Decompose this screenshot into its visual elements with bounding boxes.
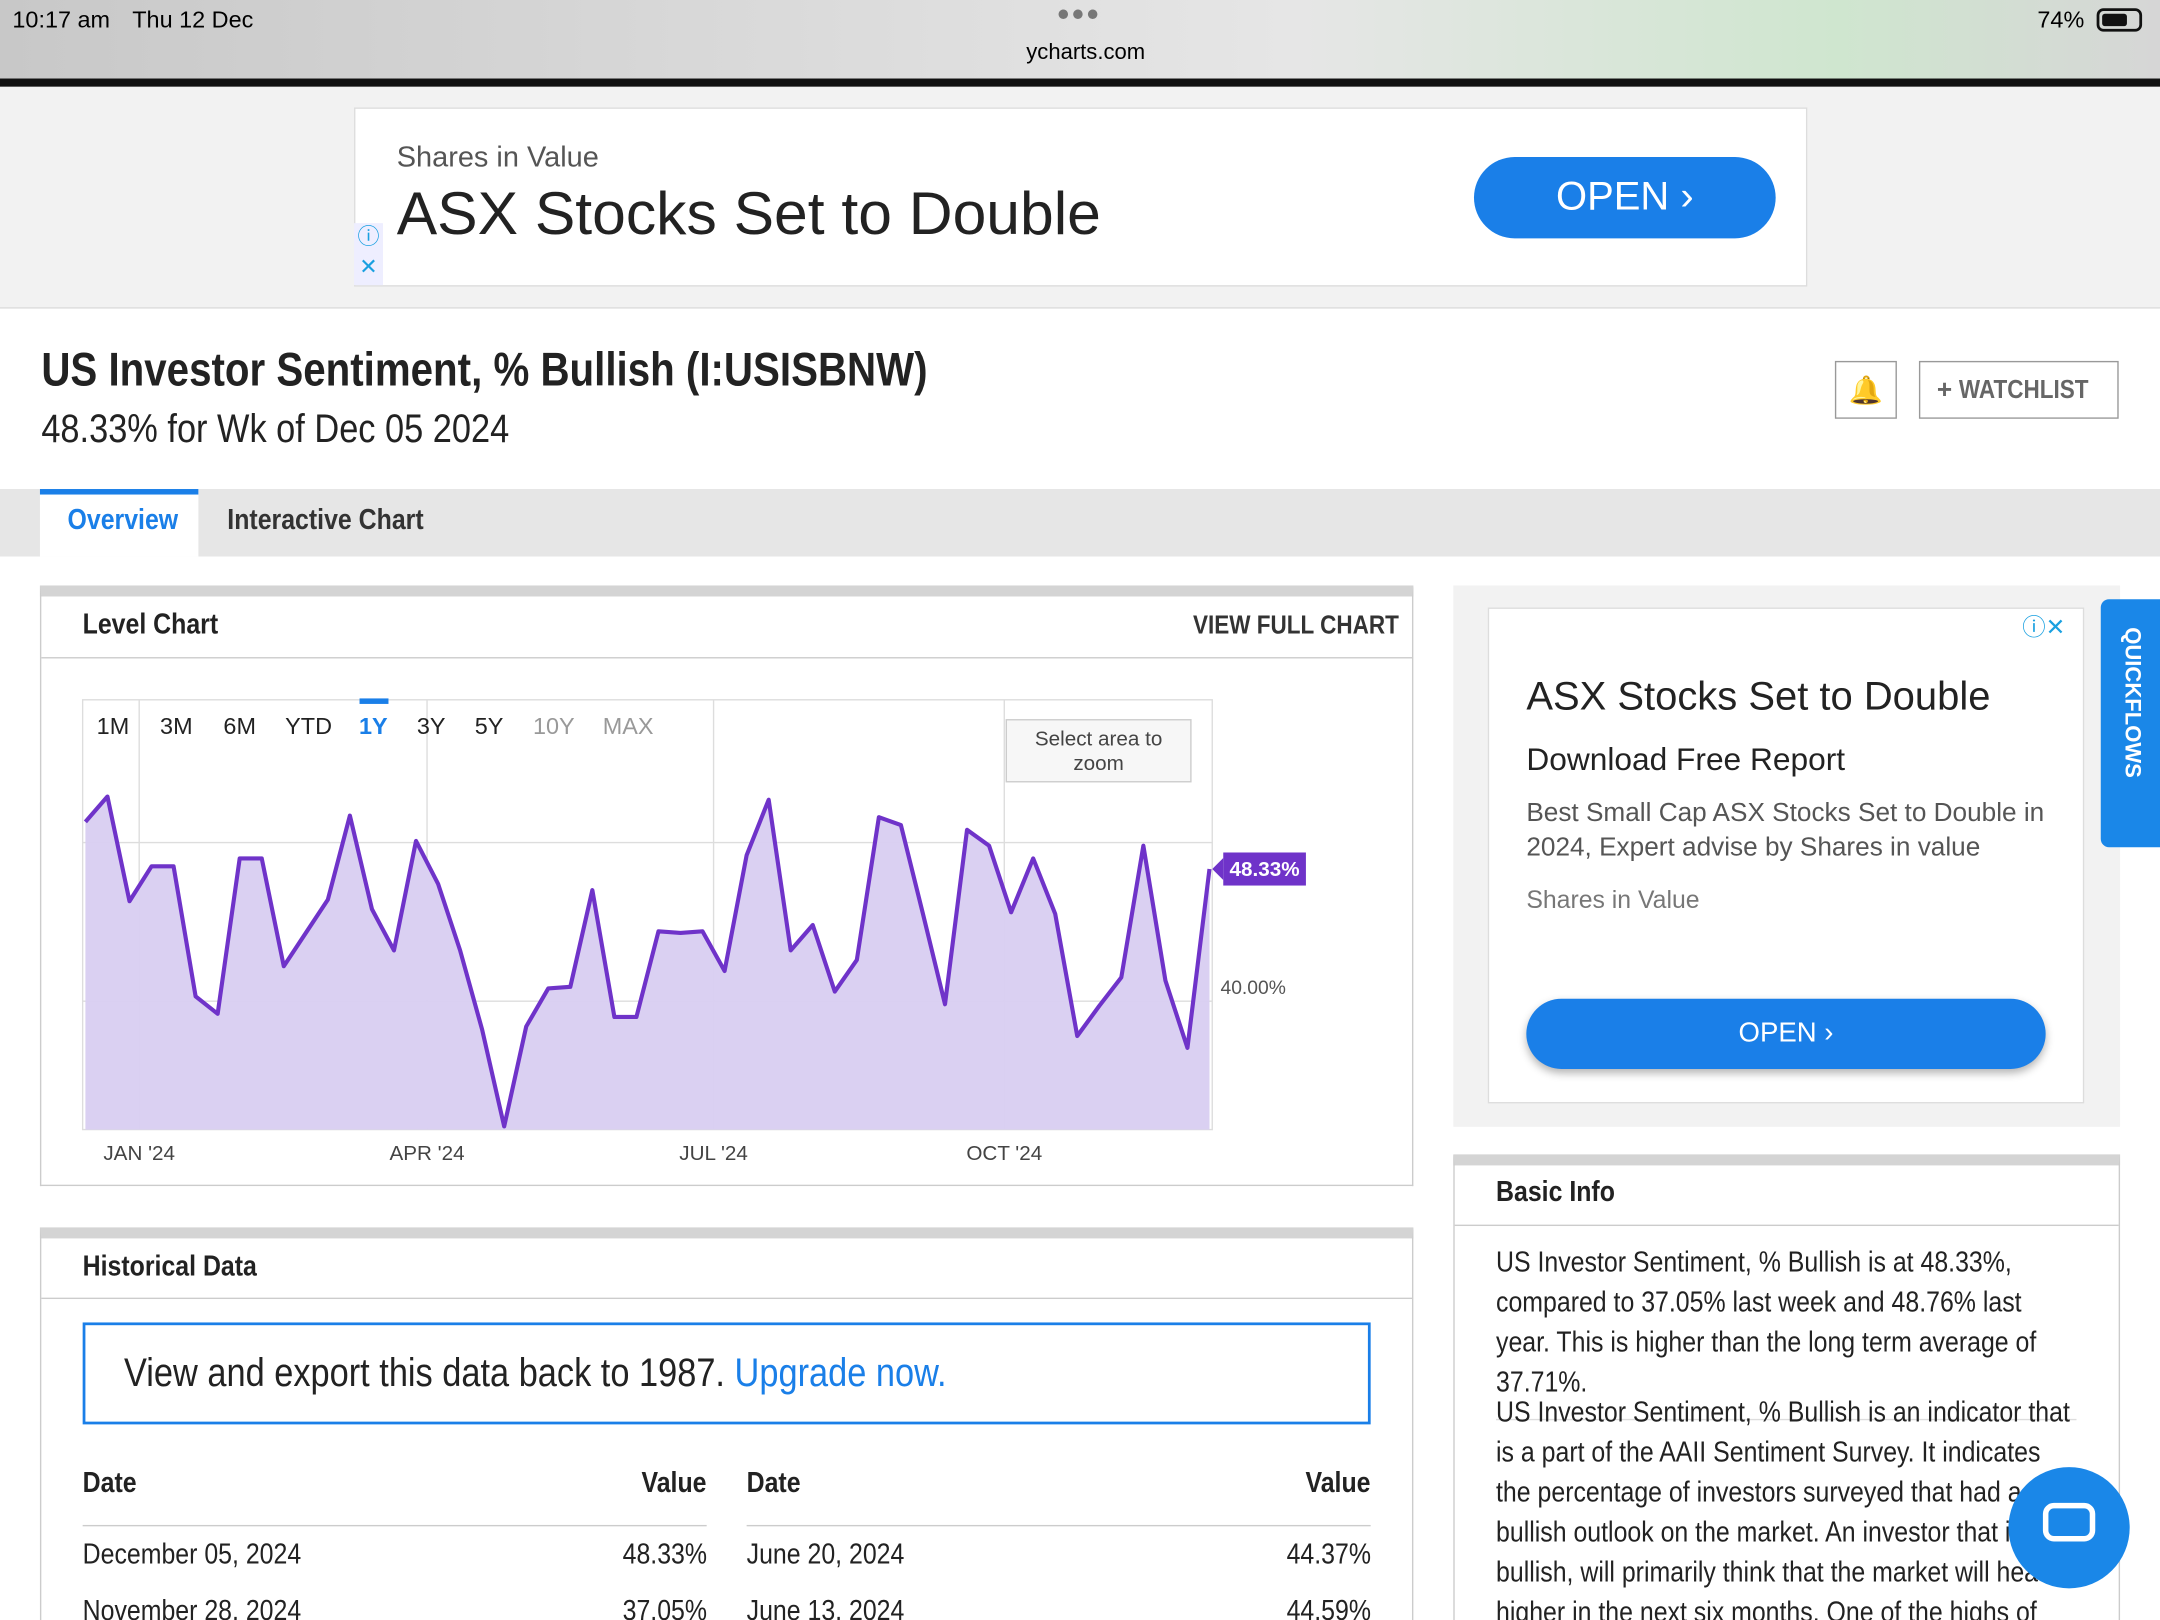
- ad-headline: ASX Stocks Set to Double: [1526, 674, 1991, 720]
- ad-headline: ASX Stocks Set to Double: [396, 180, 1101, 248]
- panel-title: Level Chart: [82, 608, 219, 641]
- page-title: US Investor Sentiment, % Bullish (I:USIS…: [41, 344, 928, 397]
- panel-title: Basic Info: [1496, 1176, 1615, 1209]
- paragraph: US Investor Sentiment, % Bullish is at 4…: [1496, 1243, 2077, 1421]
- quickflows-label[interactable]: QUICKFLOWS: [2120, 627, 2144, 778]
- date: Thu 12 Dec: [132, 6, 254, 34]
- range-button[interactable]: 1Y: [358, 713, 388, 740]
- divider: [41, 1297, 1412, 1300]
- tab[interactable]: Interactive Chart: [227, 504, 424, 536]
- row-divider: [746, 1524, 1371, 1527]
- column-header: Date: [82, 1467, 137, 1499]
- column-header: Value: [1305, 1467, 1371, 1499]
- range-button[interactable]: 6M: [223, 713, 256, 740]
- tab-bar: [0, 489, 2160, 557]
- table-cell: 48.33%: [622, 1538, 707, 1571]
- panel-title: Historical Data: [82, 1250, 257, 1283]
- table-cell: November 28, 2024: [82, 1595, 302, 1620]
- upgrade-link[interactable]: Upgrade now.: [734, 1351, 947, 1396]
- chart-panel: [39, 585, 1414, 1187]
- ad-subhead: Download Free Report: [1526, 741, 1846, 777]
- table-cell: 44.59%: [1286, 1595, 1371, 1620]
- battery: 74%: [2037, 6, 2085, 34]
- zoom-hint: Select area to zoom: [1005, 719, 1192, 783]
- ad-info[interactable]: ⓘ✕: [354, 223, 383, 286]
- battery-icon: [2096, 8, 2143, 32]
- table-cell: December 05, 2024: [82, 1538, 302, 1571]
- view-full-chart[interactable]: VIEW FULL CHART: [1192, 611, 1399, 641]
- column-header: Value: [641, 1467, 707, 1499]
- row-divider: [82, 1524, 707, 1527]
- range-button[interactable]: 3M: [160, 713, 193, 740]
- url[interactable]: ycharts.com: [1026, 41, 1146, 65]
- dots[interactable]: ●●●: [1056, 2, 1101, 27]
- basic-info-panel: [1453, 1154, 2121, 1620]
- button-label: OPEN: [1556, 174, 1670, 220]
- paragraph: US Investor Sentiment, % Bullish is an i…: [1496, 1396, 2070, 1620]
- upgrade-text: View and export this data back to 1987. …: [123, 1351, 947, 1396]
- upgrade-box: [82, 1322, 1371, 1425]
- range-indicator: [359, 698, 389, 704]
- chat-button[interactable]: [2008, 1467, 2130, 1589]
- ad-open-button[interactable]: OPEN ›: [1526, 998, 2046, 1069]
- status-bar: [0, 0, 2160, 80]
- alert-button[interactable]: 🔔: [1834, 360, 1897, 419]
- tab-active[interactable]: [39, 489, 199, 557]
- range-button[interactable]: YTD: [285, 713, 332, 740]
- ad-source: Shares in Value: [1526, 885, 1700, 914]
- ad-source: Shares in Value: [396, 141, 599, 174]
- range-button[interactable]: MAX: [602, 713, 654, 740]
- button-label: OPEN: [1738, 1018, 1817, 1049]
- subtitle: 48.33% for Wk of Dec 05 2024: [41, 407, 510, 452]
- column-header: Date: [746, 1467, 801, 1499]
- ad-info[interactable]: ⓘ✕: [2022, 614, 2066, 641]
- table-cell: June 20, 2024: [746, 1538, 905, 1571]
- range-button[interactable]: 1M: [96, 713, 130, 740]
- historical-panel: [39, 1227, 1414, 1620]
- table-cell: June 13, 2024: [746, 1595, 905, 1620]
- tab[interactable]: Overview: [67, 504, 179, 536]
- ad-body: Best Small Cap ASX Stocks Set to Double …: [1526, 798, 2045, 863]
- ad-open-button[interactable]: OPEN ›: [1473, 157, 1776, 239]
- range-button[interactable]: 5Y: [474, 713, 504, 740]
- divider: [1454, 1224, 2119, 1227]
- range-button[interactable]: 3Y: [416, 713, 446, 740]
- time: 10:17 am: [12, 6, 111, 34]
- divider: [41, 657, 1412, 659]
- table-cell: 37.05%: [622, 1595, 707, 1620]
- quickflows-tab[interactable]: [2100, 599, 2160, 848]
- table-cell: 44.37%: [1286, 1538, 1371, 1571]
- watchlist-button[interactable]: + WATCHLIST: [1918, 360, 2119, 419]
- divider: [0, 78, 2160, 87]
- range-button[interactable]: 10Y: [532, 713, 575, 740]
